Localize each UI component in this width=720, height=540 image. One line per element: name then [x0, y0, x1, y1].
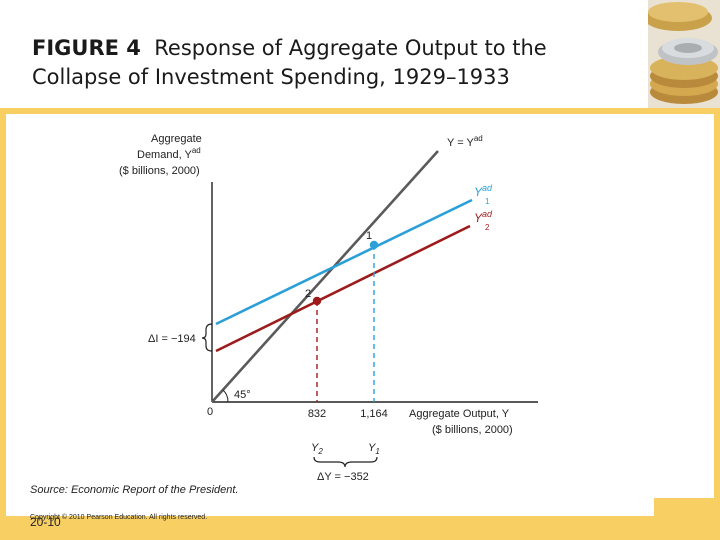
line-45-degree — [211, 150, 439, 403]
origin-label: 0 — [207, 406, 213, 418]
y2ad-label-text: Y — [474, 211, 483, 225]
y2ad-label: Yad — [474, 209, 493, 225]
angle-arc — [222, 389, 229, 403]
delta-i-label: ΔI = −194 — [148, 333, 196, 345]
y1ad-label-text: Y — [474, 185, 483, 199]
delta-y-label: ΔY = −352 — [317, 471, 369, 483]
figure-title: FIGURE 4 Response of Aggregate Output to… — [32, 34, 642, 92]
delta-i-brace — [201, 323, 213, 352]
coin-stack-image — [648, 0, 720, 108]
y2-marker-text: Y — [311, 442, 319, 454]
equilibrium-point-2 — [312, 296, 322, 306]
x-tick-832: 832 — [308, 408, 326, 420]
line-45-label-sup: ad — [474, 134, 483, 143]
y1-marker: Y1 — [368, 442, 380, 456]
delta-y-brace — [313, 456, 378, 468]
y1-marker-text: Y — [368, 442, 376, 454]
equilibrium-point-1 — [369, 240, 379, 250]
figure-title-text: Response of Aggregate Output to the Coll… — [32, 36, 547, 89]
y1ad-label-sub: 1 — [485, 197, 490, 206]
source-note: Source: Economic Report of the President… — [30, 484, 239, 496]
line-45-label-text: Y = Y — [447, 137, 474, 149]
point-2-label: 2 — [305, 288, 311, 300]
page-number: 20-10 — [30, 515, 61, 529]
y2-marker: Y2 — [311, 442, 323, 456]
y2ad-label-sub: 2 — [485, 223, 490, 232]
y2ad-line — [215, 224, 471, 353]
figure-panel-lower — [6, 498, 654, 516]
y-axis-label-line2: Demand, Yad — [137, 146, 201, 161]
point-1-label: 1 — [366, 230, 372, 242]
y2-marker-sub: 2 — [317, 447, 323, 456]
y1ad-label: Yad — [474, 183, 493, 199]
y1ad-line — [215, 198, 473, 326]
y-axis-label-line1: Aggregate — [151, 133, 202, 145]
angle-label: 45° — [234, 389, 251, 401]
y1ad-label-sup: ad — [482, 183, 493, 193]
y-axis-label-sup: ad — [192, 146, 201, 155]
y-axis-label-line2-text: Demand, Y — [137, 149, 192, 161]
x-tick-1164: 1,164 — [360, 408, 388, 420]
copyright-notice: Copyright © 2010 Pearson Education. All … — [30, 514, 208, 521]
y-axis-label-line3: ($ billions, 2000) — [119, 165, 200, 177]
y2ad-label-sup: ad — [482, 209, 493, 219]
x-axis-label-line1: Aggregate Output, Y — [409, 408, 510, 420]
y1-marker-sub: 1 — [375, 447, 379, 456]
figure-label: FIGURE 4 — [32, 36, 141, 60]
line-45-label: Y = Yad — [447, 134, 483, 149]
x-axis-label-line2: ($ billions, 2000) — [432, 424, 513, 436]
figure-panel — [6, 114, 714, 498]
